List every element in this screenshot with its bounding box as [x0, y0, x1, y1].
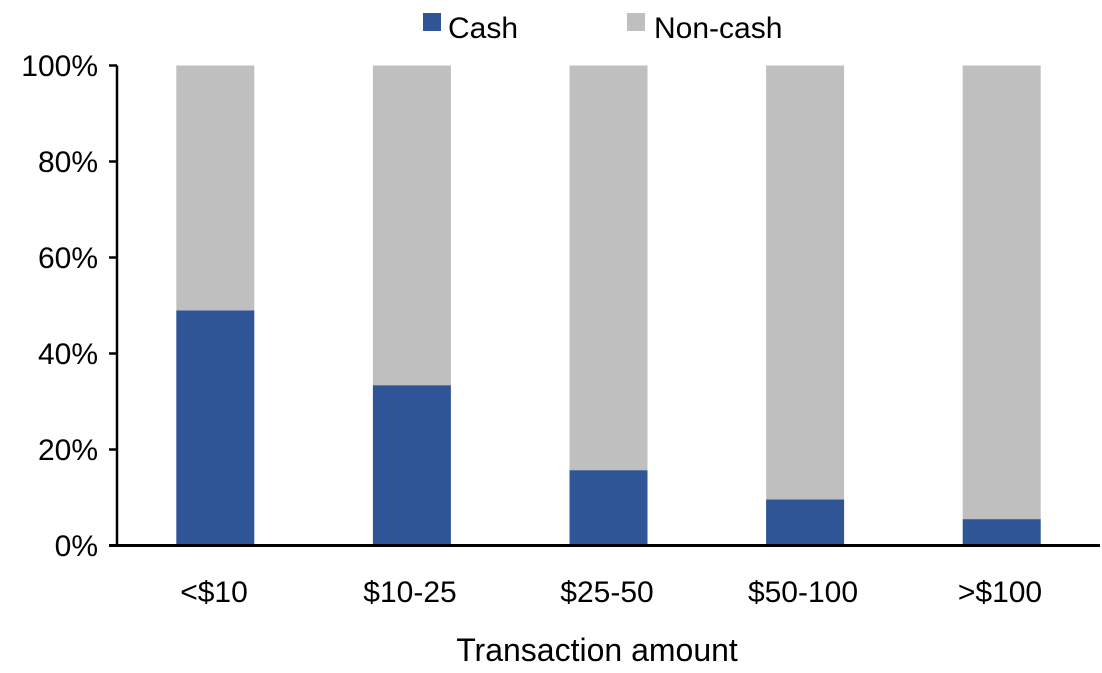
bar-noncash	[569, 65, 648, 471]
bar-cash	[962, 519, 1041, 546]
x-tick-label: >$100	[958, 576, 1042, 609]
bar-noncash	[372, 65, 451, 386]
legend-swatch-cash	[423, 13, 441, 31]
bar-noncash	[962, 65, 1041, 520]
bar-cash	[569, 470, 648, 546]
x-tick-label: $10-25	[363, 576, 456, 609]
bar-cash	[372, 385, 451, 546]
legend-label-cash: Cash	[448, 12, 518, 45]
bar-noncash	[766, 65, 845, 500]
bar-cash	[766, 499, 845, 546]
legend: Cash Non-cash	[423, 12, 782, 45]
y-tick-label: 20%	[38, 434, 98, 467]
y-tick-label: 40%	[38, 338, 98, 371]
y-tick-label: 0%	[55, 530, 98, 563]
x-tick-label: <$10	[180, 576, 248, 609]
bar-cash	[176, 310, 255, 546]
y-tick-label: 100%	[21, 50, 98, 83]
x-tick-label: $50-100	[748, 576, 858, 609]
y-tick-label: 60%	[38, 242, 98, 275]
legend-label-noncash: Non-cash	[654, 12, 782, 45]
bar-noncash	[176, 65, 255, 311]
x-axis-title: Transaction amount	[456, 632, 738, 668]
y-tick-label: 80%	[38, 146, 98, 179]
legend-swatch-noncash	[627, 13, 645, 31]
x-tick-label: $25-50	[560, 576, 653, 609]
